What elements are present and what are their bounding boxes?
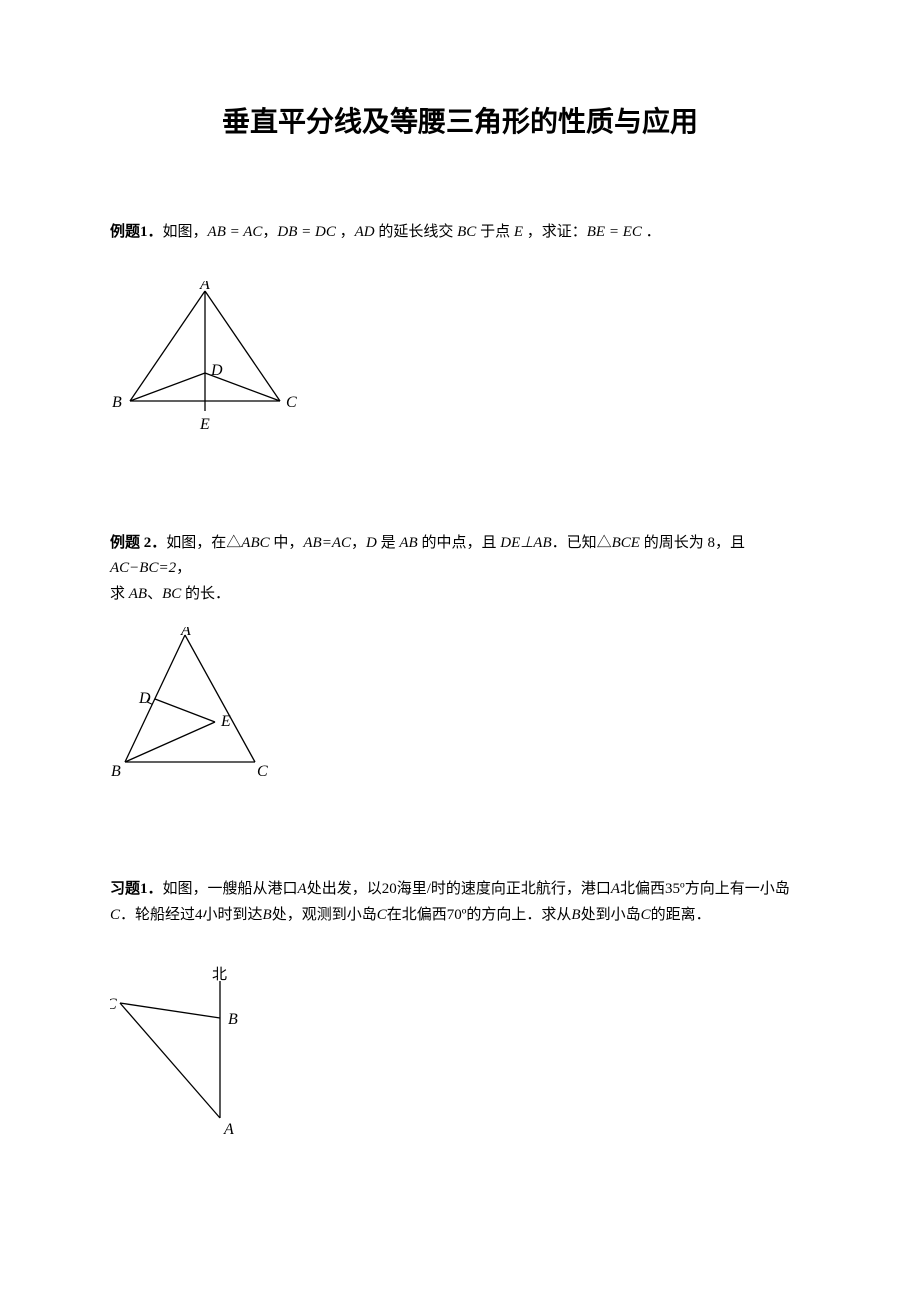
problem-2-text: 例题 2．如图，在△ABC 中，AB=AC，D 是 AB 的中点，且 DE⊥AB… — [110, 531, 810, 608]
svg-text:C: C — [257, 763, 268, 780]
p2-t18: 的长． — [181, 586, 230, 602]
p3-x7: 处到小岛 — [581, 907, 641, 923]
figure-3-svg: 北 A B C — [110, 963, 280, 1148]
svg-text:B: B — [112, 394, 122, 411]
svg-text:A: A — [223, 1121, 234, 1138]
p1-m2: 于点 — [476, 224, 514, 240]
p3-v1: A — [298, 881, 307, 897]
p1-t1: 如图， — [163, 224, 208, 240]
svg-text:C: C — [110, 996, 117, 1013]
page: 垂直平分线及等腰三角形的性质与应用 例题1．如图，AB = AC，DB = DC… — [0, 0, 920, 1302]
p1-eq3: AD — [355, 224, 375, 240]
p2-t15: AB — [129, 586, 147, 602]
p1-m1: 的延长线交 — [375, 224, 458, 240]
p3-v6: B — [571, 907, 580, 923]
p3-v5: C — [377, 907, 387, 923]
p3-x6: 在北偏西70º的方向上．求从 — [387, 907, 572, 923]
svg-text:北: 北 — [212, 966, 227, 983]
p1-m3: ，求证： — [523, 224, 587, 240]
figure-2-svg: A B C D E — [110, 627, 280, 787]
p3-x1: 如图，一艘船从港口 — [163, 881, 298, 897]
p3-x5: 处，观测到小岛 — [272, 907, 377, 923]
p2-t3: AB=AC — [303, 535, 351, 551]
p2-t7: AB — [399, 535, 417, 551]
p3-v3: C — [110, 907, 120, 923]
p2-t17: BC — [162, 586, 181, 602]
p1-eq6: BE = EC — [587, 224, 642, 240]
p2-t14: ， — [176, 560, 191, 576]
figure-1-svg: A B C D E — [110, 281, 310, 441]
p3-v7: C — [641, 907, 651, 923]
problem-3: 习题1．如图，一艘船从港口A处出发，以20海里/时的速度向正北航行，港口A北偏西… — [110, 877, 810, 1148]
svg-text:E: E — [220, 713, 231, 730]
p3-v4: B — [263, 907, 272, 923]
page-title: 垂直平分线及等腰三角形的性质与应用 — [110, 100, 810, 140]
svg-text:C: C — [286, 394, 297, 411]
problem-1-text: 例题1．如图，AB = AC，DB = DC ，AD 的延长线交 BC 于点 E… — [110, 220, 810, 246]
p2-t1: ABC — [241, 535, 269, 551]
svg-text:A: A — [199, 281, 210, 293]
p1-eq4: BC — [457, 224, 476, 240]
svg-text:D: D — [138, 690, 151, 707]
p2-t13: AC−BC=2 — [110, 560, 176, 576]
figure-3: 北 A B C — [110, 963, 810, 1148]
p1-s1: ， — [262, 224, 277, 240]
problem-1: 例题1．如图，AB = AC，DB = DC ，AD 的延长线交 BC 于点 E… — [110, 220, 810, 441]
p3-x3: 北偏西35º方向上有一小岛 — [620, 881, 790, 897]
p2-t12: 的周长为 8，且 — [640, 535, 745, 551]
svg-text:E: E — [199, 416, 210, 433]
p1-eq2: DB = DC — [277, 224, 335, 240]
svg-text:A: A — [180, 627, 191, 639]
p2-t4: ， — [351, 535, 366, 551]
p3-x8: 的距离． — [651, 907, 711, 923]
problem-3-text: 习题1．如图，一艘船从港口A处出发，以20海里/时的速度向正北航行，港口A北偏西… — [110, 877, 810, 928]
figure-2: A B C D E — [110, 627, 810, 787]
p2-t10: ．已知△ — [552, 535, 612, 551]
p1-eq1: AB = AC — [208, 224, 263, 240]
p1-end: ． — [642, 224, 661, 240]
figure-1: A B C D E — [110, 281, 810, 441]
p1-eq5: E — [514, 224, 523, 240]
p3-v2: A — [611, 881, 620, 897]
p2-t11: BCE — [612, 535, 640, 551]
p2-t9: DE⊥AB — [500, 535, 551, 551]
p2-t6: 是 — [377, 535, 400, 551]
svg-text:D: D — [210, 362, 223, 379]
p2-t8: 的中点，且 — [418, 535, 501, 551]
p2-t5: D — [366, 535, 377, 551]
problem-1-label: 例题1． — [110, 224, 163, 240]
p2-t2: 中， — [270, 535, 304, 551]
problem-2: 例题 2．如图，在△ABC 中，AB=AC，D 是 AB 的中点，且 DE⊥AB… — [110, 531, 810, 788]
p1-s2: ， — [336, 224, 355, 240]
p2-t16: 、 — [147, 586, 162, 602]
p3-x4: ．轮船经过4小时到达 — [120, 907, 263, 923]
problem-3-label: 习题1． — [110, 881, 163, 897]
svg-text:B: B — [111, 763, 121, 780]
p2-pre: 如图，在△ — [166, 535, 241, 551]
problem-2-label: 例题 2． — [110, 535, 166, 551]
p3-x2: 处出发，以20海里/时的速度向正北航行，港口 — [307, 881, 611, 897]
p2-l2p: 求 — [110, 586, 129, 602]
svg-text:B: B — [228, 1011, 238, 1028]
